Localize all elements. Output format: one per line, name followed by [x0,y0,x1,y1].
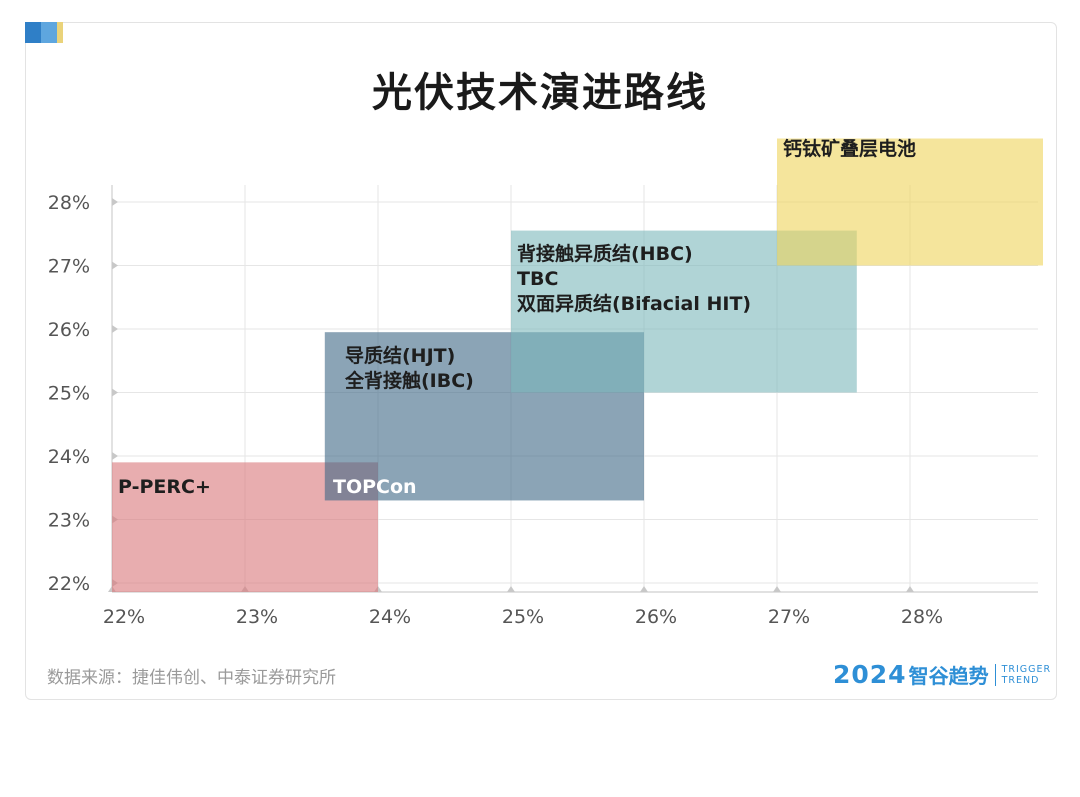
x-tick-label: 25% [502,606,544,628]
block-label: P-PERC+ [118,476,211,498]
block-label: TOPCon [333,476,417,498]
block-label: 双面异质结(Bifacial HIT) [517,292,751,315]
y-tick-marker [112,452,118,460]
brand-en-line1: TRIGGER [1001,663,1052,675]
y-tick-label: 22% [48,573,90,595]
brand-name: 智谷趋势 [908,664,989,688]
x-tick-marker [507,586,515,592]
y-tick-marker [112,325,118,333]
brand-en-line2: TREND [1001,674,1040,686]
block-label: 导质结(HJT) [345,344,455,367]
brand-year: 2024 [833,660,907,689]
x-tick-label: 24% [369,606,411,628]
y-tick-label: 26% [48,319,90,341]
x-tick-marker [640,586,648,592]
chart-title: 光伏技术演进路线 [372,70,708,116]
x-tick-label: 26% [635,606,677,628]
y-tick-label: 24% [48,446,90,468]
brand-english: TRIGGER TREND [1002,664,1052,686]
y-tick-label: 23% [48,510,90,532]
block-label: TBC [517,268,558,290]
y-tick-label: 27% [48,256,90,278]
x-tick-label: 28% [901,606,943,628]
y-tick-marker [112,388,118,397]
y-tick-marker [112,261,118,270]
brand-separator [994,663,996,686]
x-tick-marker [773,586,781,592]
block-label: 钙钛矿叠层电池 [783,137,916,160]
block-label: 背接触异质结(HBC) [517,242,693,265]
tech-block-4 [777,138,1043,266]
x-tick-label: 23% [236,606,278,628]
brand-logo: 2024 智谷趋势 TRIGGER TREND [833,660,1051,689]
y-tick-marker [112,198,118,206]
corner-accent [25,22,63,43]
data-source: 数据来源：捷佳伟创、中泰证券研究所 [47,668,336,688]
y-tick-label: 28% [48,192,90,214]
block-label: 全背接触(IBC) [344,369,474,392]
x-tick-label: 22% [103,606,145,628]
y-tick-label: 25% [48,383,90,405]
x-tick-label: 27% [768,606,810,628]
x-tick-marker [906,586,914,592]
